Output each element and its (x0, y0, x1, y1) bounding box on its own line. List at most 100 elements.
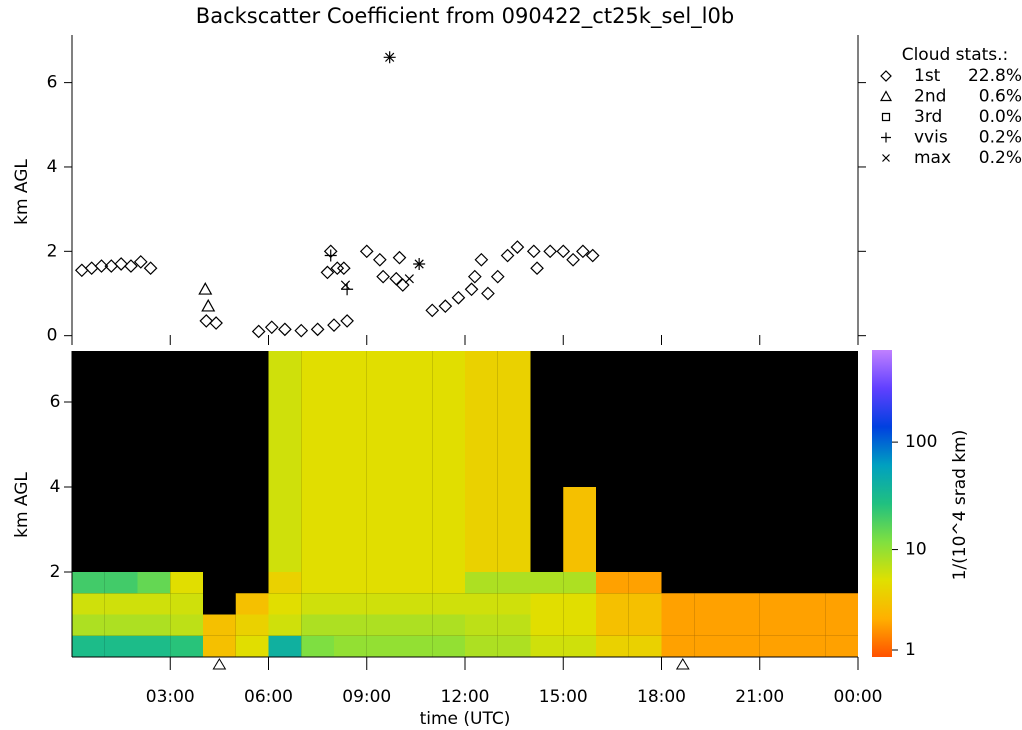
data-point (464, 282, 479, 297)
heatmap-cell (792, 593, 826, 615)
data-point (320, 265, 335, 280)
data-point (385, 52, 395, 62)
heatmap-cell (203, 614, 236, 636)
heatmap-cell (727, 614, 760, 636)
heatmap-cell (334, 635, 367, 657)
chart-title: Backscatter Coefficient from 090422_ct25… (196, 4, 734, 29)
heatmap-cell (530, 635, 564, 657)
legend-title: Cloud stats.: (902, 45, 1009, 65)
heatmap-cell (465, 351, 498, 487)
data-point (336, 261, 351, 276)
x-tick-label: 12:00 (441, 687, 490, 707)
data-point (330, 261, 345, 276)
heatmap-cell (399, 593, 433, 615)
data-point (566, 252, 580, 267)
heatmap-cell (399, 635, 433, 657)
heatmap-cell (628, 635, 662, 657)
heatmap-cell (661, 614, 695, 636)
heatmap-cell (104, 635, 138, 657)
legend-label: 1st (914, 66, 941, 86)
heatmap-cell (366, 593, 400, 615)
heatmap-cell (628, 614, 662, 636)
x-tick-label: 21:00 (735, 687, 784, 707)
legend-label: 2nd (914, 87, 946, 107)
data-point (327, 318, 341, 332)
x-tick-label: 15:00 (539, 687, 588, 707)
colorbar-tick-label: 10 (905, 540, 927, 560)
heatmap-cell (235, 593, 269, 615)
data-point (133, 255, 148, 269)
colorbar (872, 350, 892, 657)
heatmap-cell (72, 614, 105, 636)
data-point (114, 257, 128, 271)
data-point (278, 322, 292, 337)
data-point (392, 250, 407, 265)
heatmap-cell (465, 614, 498, 636)
heatmap-cell (334, 487, 367, 572)
data-point (340, 280, 351, 290)
data-point (389, 271, 404, 286)
heatmap-cell (301, 572, 334, 594)
legend-stat: 22.8% (968, 66, 1022, 86)
heatmap-cell (465, 635, 498, 657)
heatmap-cell (301, 614, 334, 636)
data-point (474, 252, 489, 267)
heatmap-cell (825, 593, 858, 615)
data-point (467, 269, 482, 284)
legend-marker (881, 132, 891, 143)
data-point (341, 283, 354, 296)
heatmap-cell (563, 572, 596, 594)
heatmap-cell (432, 351, 465, 487)
x-tick-label: 06:00 (244, 687, 293, 707)
y-tick-label: 6 (50, 392, 61, 412)
heatmap-cell (366, 614, 400, 636)
heatmap-cell (497, 635, 531, 657)
heatmap-cell (72, 572, 105, 594)
legend-stat: 0.6% (979, 87, 1022, 107)
data-point (576, 244, 590, 259)
heatmap-cell (792, 635, 826, 657)
data-point (294, 323, 309, 338)
data-point (414, 259, 424, 269)
heatmap-cell (137, 572, 171, 594)
data-point (199, 314, 214, 328)
x-marker (212, 658, 227, 670)
heatmap-cell (497, 614, 531, 636)
heatmap-cell (301, 593, 334, 615)
colorbar-label: 1/(10^4 srad km) (950, 430, 970, 581)
heatmap-cell (104, 572, 138, 594)
heatmap-cell (465, 593, 498, 615)
heatmap-cell (596, 614, 629, 636)
colorbar-tick-label: 1 (905, 640, 916, 660)
heatmap-cell (334, 572, 367, 594)
heatmap-cell (104, 614, 138, 636)
heatmap-cell (432, 635, 465, 657)
y-tick-label: 2 (50, 562, 61, 582)
heatmap-cell (170, 635, 203, 657)
heatmap-cell (268, 351, 302, 487)
heatmap-cell (334, 614, 367, 636)
heatmap-cell (825, 614, 858, 636)
data-point (376, 269, 390, 284)
heatmap-cell (596, 572, 629, 594)
heatmap-cell (301, 351, 334, 487)
heatmap-cell (366, 572, 400, 594)
heatmap-cell (235, 614, 269, 636)
data-point (585, 248, 600, 263)
heatmap-cell (399, 487, 433, 572)
x-axis-label: time (UTC) (420, 709, 511, 729)
data-point (84, 261, 99, 276)
data-point (526, 244, 541, 259)
heatmap-cell (268, 593, 302, 615)
heatmap-cell (596, 593, 629, 615)
heatmap-cell (137, 635, 171, 657)
heatmap-cell (399, 351, 433, 487)
heatmap-cell (268, 614, 302, 636)
data-point (373, 252, 387, 267)
heatmap-cell (334, 351, 367, 487)
legend-stat: 0.0% (979, 107, 1022, 127)
data-point (510, 240, 525, 254)
data-point (201, 298, 216, 312)
heatmap-cell (268, 487, 302, 572)
